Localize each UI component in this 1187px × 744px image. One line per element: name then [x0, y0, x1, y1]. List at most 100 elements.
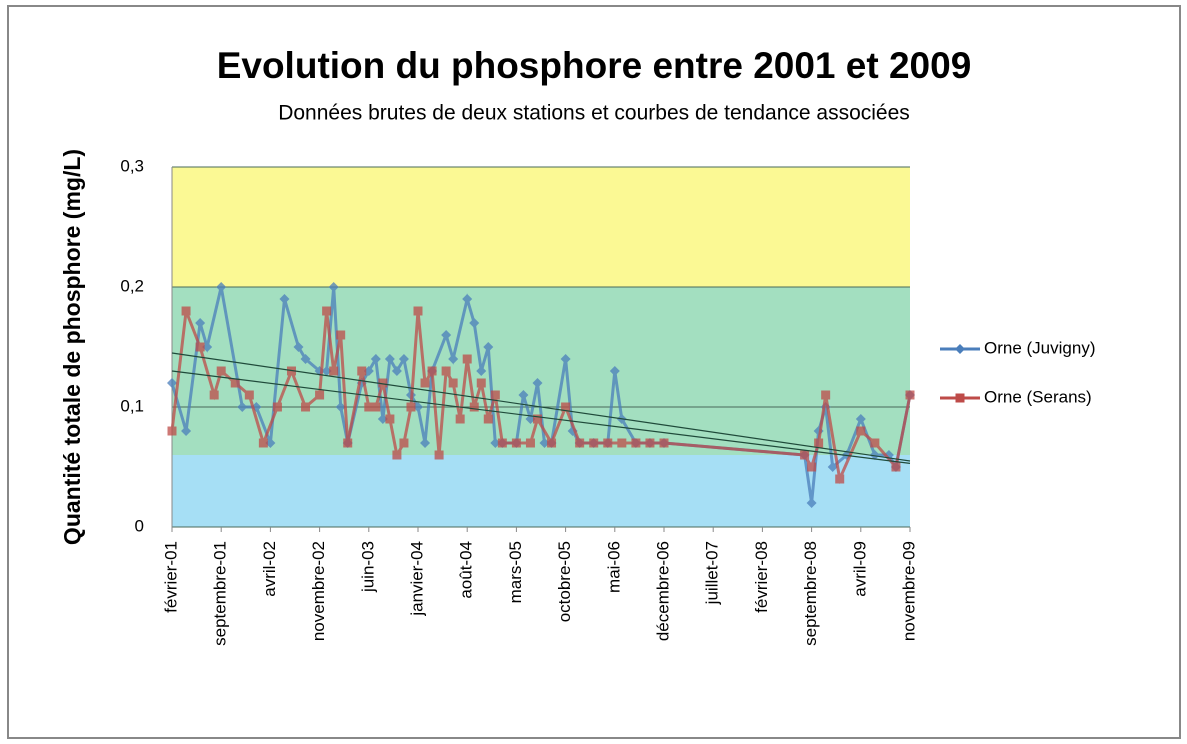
data-point — [532, 378, 543, 388]
chart-subtitle: Données brutes de deux stations et courb… — [278, 102, 910, 125]
data-point — [806, 498, 817, 508]
data-point — [279, 294, 290, 304]
data-point — [322, 306, 332, 316]
data-point — [244, 390, 254, 400]
quality-band — [172, 167, 910, 287]
data-point — [272, 402, 282, 412]
data-point — [575, 438, 585, 448]
data-point — [336, 330, 346, 340]
y-tick-label: 0 — [135, 516, 144, 535]
data-point — [497, 438, 507, 448]
x-tick-label: mars-05 — [506, 541, 525, 603]
data-point — [800, 450, 810, 460]
data-point — [195, 342, 205, 352]
data-point — [589, 438, 599, 448]
data-point — [370, 354, 381, 364]
data-point — [216, 282, 227, 292]
data-point — [300, 354, 311, 364]
data-point — [209, 390, 219, 400]
data-point — [539, 438, 550, 448]
data-point — [385, 414, 395, 424]
data-point — [377, 414, 388, 424]
x-tick-label: novembre-09 — [899, 541, 918, 641]
data-point — [603, 438, 613, 448]
data-point — [413, 306, 423, 316]
chart-title: Evolution du phosphore entre 2001 et 200… — [217, 45, 972, 86]
data-point — [328, 282, 339, 292]
data-point — [469, 402, 479, 412]
data-point — [258, 438, 268, 448]
data-point — [391, 366, 402, 376]
legend-label: Orne (Serans) — [984, 387, 1092, 406]
y-axis-label: Quantité totale de phosphore (mg/L) — [59, 149, 85, 545]
legend-marker — [955, 393, 965, 403]
legend-marker — [955, 344, 965, 354]
data-point — [329, 366, 339, 376]
data-point — [483, 342, 494, 352]
data-point — [251, 402, 262, 412]
data-point — [237, 402, 248, 412]
data-point — [364, 402, 374, 412]
data-point — [659, 438, 669, 448]
y-tick-label: 0,3 — [120, 156, 144, 175]
y-tick-label: 0,1 — [120, 396, 144, 415]
y-tick-label: 0,2 — [120, 276, 144, 295]
data-point — [441, 330, 452, 340]
data-point — [448, 354, 459, 364]
data-point — [807, 462, 817, 472]
x-tick-label: août-04 — [457, 541, 476, 599]
data-point — [167, 378, 177, 388]
data-point — [525, 438, 535, 448]
data-point — [413, 402, 423, 412]
data-point — [469, 318, 480, 328]
data-point — [532, 414, 542, 424]
x-tick-label: décembre-06 — [653, 541, 672, 641]
data-point — [462, 354, 472, 364]
x-tick-label: juin-03 — [358, 541, 377, 593]
series-line — [170, 310, 912, 485]
data-point — [645, 438, 655, 448]
data-point — [856, 426, 866, 436]
data-point — [167, 426, 177, 436]
data-point — [427, 366, 437, 376]
x-tick-label: janvier-04 — [407, 541, 426, 617]
data-point — [384, 354, 395, 364]
data-point — [399, 438, 409, 448]
data-point — [371, 402, 381, 412]
data-point — [821, 390, 831, 400]
data-point — [293, 342, 304, 352]
x-tick-label: avril-02 — [260, 541, 279, 597]
x-tick-label: septembre-01 — [211, 541, 230, 646]
data-point — [490, 390, 500, 400]
data-point — [315, 390, 325, 400]
data-point — [827, 462, 838, 472]
data-point — [814, 438, 824, 448]
data-point — [547, 438, 557, 448]
data-point — [905, 390, 915, 400]
data-point — [363, 366, 374, 376]
data-point — [476, 378, 486, 388]
data-point — [343, 438, 353, 448]
data-point — [891, 462, 901, 472]
data-point — [518, 390, 529, 400]
data-point — [870, 438, 880, 448]
data-point — [265, 438, 276, 448]
data-point — [835, 474, 845, 484]
trend-line — [171, 352, 911, 462]
data-point — [855, 414, 866, 424]
quality-band — [172, 455, 910, 527]
data-point — [398, 354, 409, 364]
data-point — [181, 306, 191, 316]
data-point — [483, 414, 493, 424]
data-point — [321, 366, 332, 376]
data-point — [561, 402, 571, 412]
data-point — [476, 366, 487, 376]
series — [167, 306, 915, 485]
data-point — [392, 450, 402, 460]
data-point — [434, 450, 444, 460]
data-point — [202, 342, 213, 352]
data-point — [441, 366, 451, 376]
data-point — [216, 366, 226, 376]
x-tick-label: septembre-08 — [801, 541, 820, 646]
x-tick-label: juillet-07 — [703, 541, 722, 605]
